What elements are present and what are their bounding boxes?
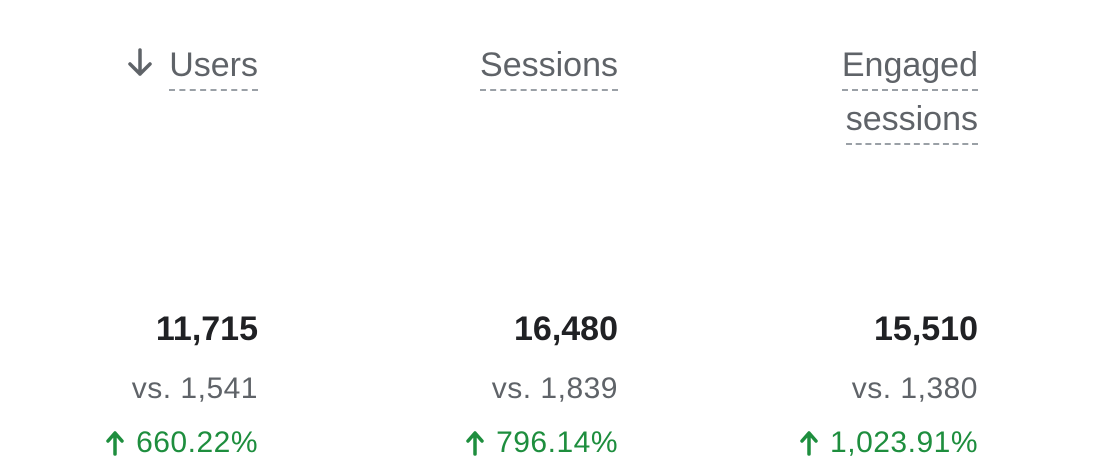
header-label-line: Users bbox=[169, 43, 258, 91]
metric-column-users: Users 11,715 vs. 1,541 660.22% bbox=[38, 0, 258, 476]
column-header-engaged-sessions[interactable]: Engaged sessions bbox=[841, 38, 978, 146]
metric-value: 11,715 bbox=[155, 310, 258, 348]
arrow-up-icon bbox=[106, 431, 124, 456]
column-header-users[interactable]: Users bbox=[127, 38, 258, 92]
change-text: 796.14% bbox=[496, 426, 618, 459]
header-label: Sessions bbox=[480, 38, 618, 92]
header-label-line: sessions bbox=[845, 97, 978, 145]
header-label: Users bbox=[169, 38, 258, 92]
change-text: 1,023.91% bbox=[830, 426, 978, 459]
metric-column-engaged-sessions: Engaged sessions 15,510 vs. 1,380 1,023.… bbox=[758, 0, 978, 476]
header-label-line: Engaged bbox=[841, 43, 978, 91]
arrow-down-icon bbox=[128, 48, 152, 76]
change-percent: 796.14% bbox=[466, 426, 618, 460]
change-percent: 660.22% bbox=[106, 426, 258, 460]
arrow-up-icon bbox=[800, 431, 818, 456]
comparison-value: vs. 1,541 bbox=[131, 372, 258, 405]
metric-column-sessions: Sessions 16,480 vs. 1,839 796.14% bbox=[398, 0, 618, 476]
arrow-up-icon bbox=[466, 431, 484, 456]
change-text: 660.22% bbox=[136, 426, 258, 459]
change-percent: 1,023.91% bbox=[800, 426, 978, 460]
header-label: Engaged sessions bbox=[841, 38, 978, 146]
comparison-value: vs. 1,380 bbox=[851, 372, 978, 405]
metric-value: 16,480 bbox=[514, 310, 618, 348]
metric-value: 15,510 bbox=[874, 310, 978, 348]
comparison-value: vs. 1,839 bbox=[491, 372, 618, 405]
header-label-line: Sessions bbox=[480, 43, 618, 91]
column-header-sessions[interactable]: Sessions bbox=[480, 38, 618, 92]
